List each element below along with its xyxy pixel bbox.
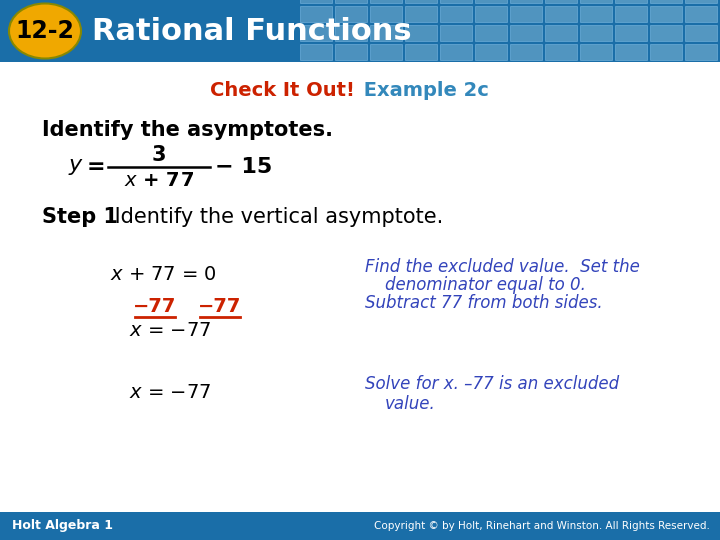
Bar bbox=[615, 0, 647, 3]
Bar bbox=[440, 25, 472, 41]
Bar bbox=[510, 6, 542, 22]
Bar bbox=[615, 6, 647, 22]
Bar bbox=[650, 25, 682, 41]
Text: Solve for x. –77 is an excluded: Solve for x. –77 is an excluded bbox=[365, 375, 619, 393]
Text: denominator equal to 0.: denominator equal to 0. bbox=[385, 276, 586, 294]
Bar bbox=[0, 0, 720, 62]
Text: −77: −77 bbox=[198, 298, 242, 316]
Text: $\it{x}$ + 77: $\it{x}$ + 77 bbox=[124, 171, 194, 190]
Bar bbox=[0, 512, 720, 540]
Text: $\it{x}$ = −77: $\it{x}$ = −77 bbox=[129, 382, 211, 402]
Text: Rational Functions: Rational Functions bbox=[92, 17, 412, 45]
Bar bbox=[615, 44, 647, 60]
Bar bbox=[650, 6, 682, 22]
Text: Example 2c: Example 2c bbox=[357, 80, 489, 99]
Bar bbox=[440, 0, 472, 3]
Bar bbox=[335, 25, 367, 41]
Text: Copyright © by Holt, Rinehart and Winston. All Rights Reserved.: Copyright © by Holt, Rinehart and Winsto… bbox=[374, 521, 710, 531]
Text: − 15: − 15 bbox=[215, 157, 272, 177]
Bar bbox=[370, 0, 402, 3]
Bar bbox=[685, 0, 717, 3]
Bar bbox=[405, 6, 437, 22]
Bar bbox=[475, 44, 507, 60]
Bar bbox=[580, 6, 612, 22]
Bar bbox=[440, 44, 472, 60]
Text: Check It Out!: Check It Out! bbox=[210, 80, 355, 99]
Bar bbox=[440, 6, 472, 22]
Text: −77: −77 bbox=[133, 298, 176, 316]
Bar bbox=[580, 25, 612, 41]
Bar bbox=[580, 0, 612, 3]
Bar bbox=[475, 6, 507, 22]
Text: 3: 3 bbox=[152, 145, 166, 165]
Bar bbox=[475, 25, 507, 41]
Bar bbox=[685, 25, 717, 41]
Bar bbox=[510, 0, 542, 3]
Text: 12-2: 12-2 bbox=[16, 19, 74, 43]
Text: Find the excluded value.  Set the: Find the excluded value. Set the bbox=[365, 258, 640, 276]
Text: Identify the asymptotes.: Identify the asymptotes. bbox=[42, 120, 333, 140]
Bar bbox=[370, 6, 402, 22]
Bar bbox=[685, 44, 717, 60]
Text: value.: value. bbox=[385, 395, 436, 413]
Text: Identify the vertical asymptote.: Identify the vertical asymptote. bbox=[108, 207, 444, 227]
Text: Step 1: Step 1 bbox=[42, 207, 118, 227]
Bar bbox=[545, 6, 577, 22]
Bar bbox=[405, 44, 437, 60]
Bar bbox=[335, 44, 367, 60]
Text: Subtract 77 from both sides.: Subtract 77 from both sides. bbox=[365, 294, 603, 312]
Bar bbox=[370, 25, 402, 41]
Bar bbox=[405, 0, 437, 3]
Ellipse shape bbox=[9, 3, 81, 58]
Bar bbox=[545, 0, 577, 3]
Bar bbox=[685, 6, 717, 22]
Text: $\it{x}$ = −77: $\it{x}$ = −77 bbox=[129, 321, 211, 340]
Text: =: = bbox=[87, 157, 106, 177]
Bar bbox=[475, 0, 507, 3]
Bar bbox=[335, 6, 367, 22]
Bar bbox=[300, 25, 332, 41]
Bar bbox=[545, 25, 577, 41]
Bar bbox=[370, 44, 402, 60]
Bar bbox=[300, 0, 332, 3]
Bar bbox=[650, 44, 682, 60]
Bar bbox=[615, 25, 647, 41]
Bar bbox=[545, 44, 577, 60]
Text: Holt Algebra 1: Holt Algebra 1 bbox=[12, 519, 113, 532]
Bar bbox=[580, 44, 612, 60]
Text: $\it{y}$: $\it{y}$ bbox=[68, 157, 84, 177]
Bar bbox=[405, 25, 437, 41]
Bar bbox=[335, 0, 367, 3]
Text: $\it{x}$ + 77 = 0: $\it{x}$ + 77 = 0 bbox=[110, 266, 217, 285]
Bar bbox=[300, 6, 332, 22]
Bar bbox=[650, 0, 682, 3]
Bar bbox=[510, 44, 542, 60]
Bar bbox=[510, 25, 542, 41]
Bar bbox=[300, 44, 332, 60]
